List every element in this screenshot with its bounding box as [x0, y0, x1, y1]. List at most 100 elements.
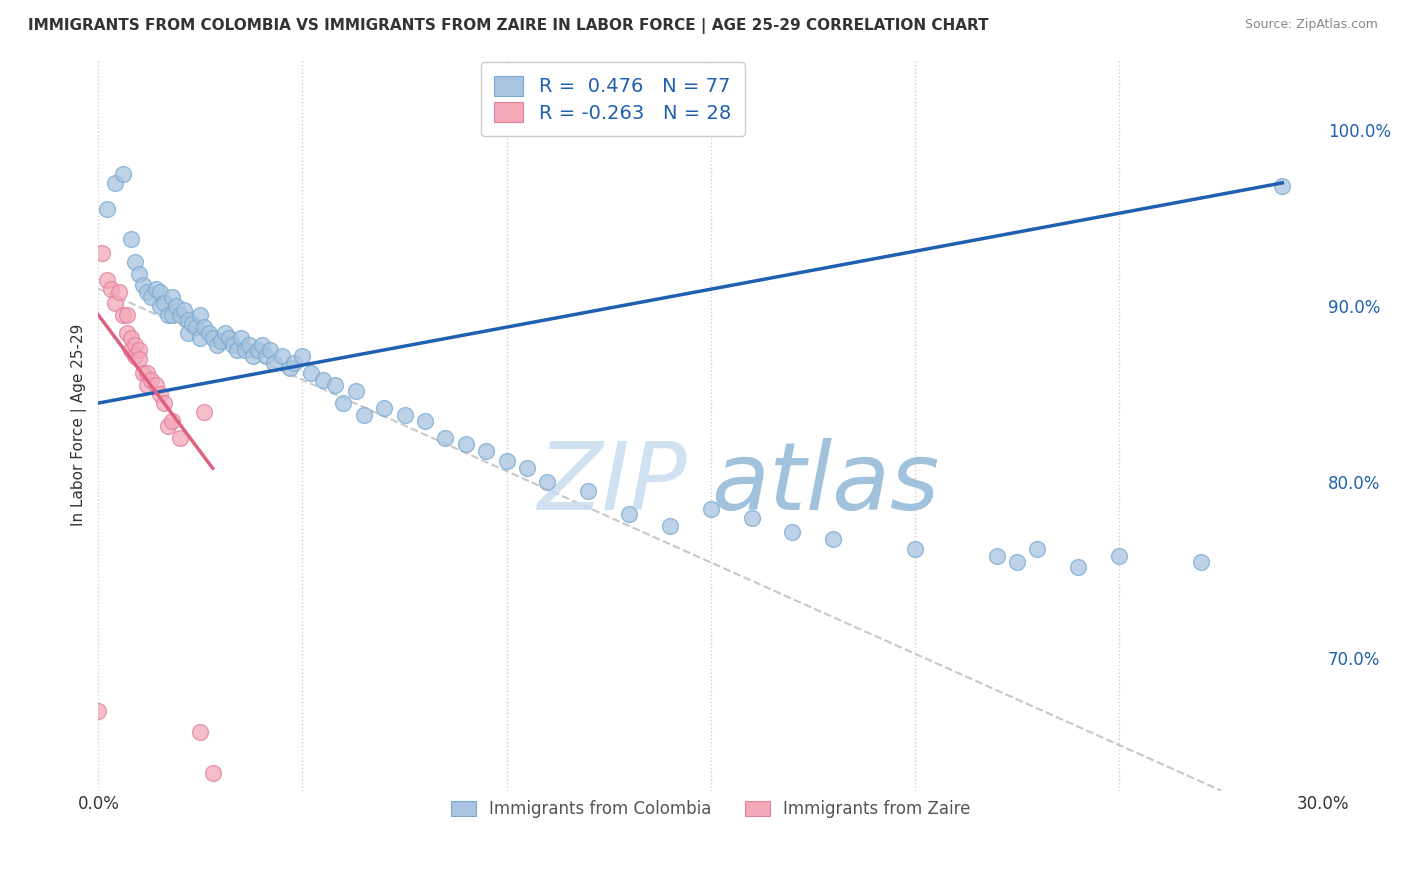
Text: ZIP: ZIP [537, 438, 686, 529]
Point [700, 501, 723, 516]
Point [111, 167, 134, 181]
Point [576, 484, 599, 499]
Legend: Immigrants from Colombia, Immigrants from Zaire: Immigrants from Colombia, Immigrants fro… [443, 791, 979, 826]
Point [156, 419, 179, 434]
Point [291, 349, 314, 363]
Text: atlas: atlas [711, 438, 939, 529]
Point [132, 278, 155, 293]
Point [115, 308, 138, 322]
Point [141, 373, 163, 387]
Point [124, 349, 146, 363]
Point [1189, 555, 1212, 569]
Point [1026, 542, 1049, 557]
Point [271, 349, 294, 363]
Point [233, 343, 256, 358]
Point [120, 331, 142, 345]
Point [242, 349, 264, 363]
Point [1108, 549, 1130, 564]
Point [128, 352, 150, 367]
Point [495, 454, 517, 468]
Point [156, 308, 179, 322]
Point [145, 378, 167, 392]
Point [169, 308, 191, 322]
Point [149, 285, 172, 299]
Point [250, 338, 273, 352]
Point [149, 387, 172, 401]
Point [658, 519, 681, 533]
Point [145, 282, 167, 296]
Point [177, 313, 200, 327]
Point [120, 343, 142, 358]
Point [259, 343, 281, 358]
Point [246, 343, 269, 358]
Point [173, 302, 195, 317]
Point [190, 331, 212, 345]
Point [1005, 555, 1028, 569]
Point [209, 334, 232, 349]
Point [218, 331, 240, 345]
Point [177, 326, 200, 340]
Point [128, 343, 150, 358]
Point [160, 290, 183, 304]
Point [193, 320, 215, 334]
Point [190, 308, 212, 322]
Point [741, 510, 763, 524]
Point [120, 232, 142, 246]
Point [214, 326, 236, 340]
Text: IMMIGRANTS FROM COLOMBIA VS IMMIGRANTS FROM ZAIRE IN LABOR FORCE | AGE 25-29 COR: IMMIGRANTS FROM COLOMBIA VS IMMIGRANTS F… [28, 18, 988, 34]
Point [823, 532, 845, 546]
Point [136, 366, 159, 380]
Point [299, 366, 322, 380]
Point [104, 176, 127, 190]
Point [617, 507, 640, 521]
Point [373, 401, 395, 416]
Point [1271, 179, 1294, 194]
Point [136, 378, 159, 392]
Point [87, 704, 110, 718]
Point [278, 360, 301, 375]
Point [413, 414, 436, 428]
Point [254, 349, 277, 363]
Point [344, 384, 367, 398]
Point [201, 331, 224, 345]
Point [128, 268, 150, 282]
Point [323, 378, 346, 392]
Point [169, 431, 191, 445]
Point [283, 355, 305, 369]
Point [160, 414, 183, 428]
Point [104, 295, 127, 310]
Point [782, 524, 804, 539]
Point [394, 409, 416, 423]
Point [904, 542, 927, 557]
Point [124, 338, 146, 352]
Point [165, 299, 187, 313]
Point [226, 343, 249, 358]
Point [454, 436, 477, 450]
Point [986, 549, 1008, 564]
Point [160, 308, 183, 322]
Point [536, 475, 558, 490]
Point [353, 409, 375, 423]
Point [141, 290, 163, 304]
Point [516, 461, 538, 475]
Point [475, 443, 498, 458]
Point [332, 396, 354, 410]
Point [201, 766, 224, 780]
Point [190, 725, 212, 739]
Point [434, 431, 457, 445]
Text: Source: ZipAtlas.com: Source: ZipAtlas.com [1244, 18, 1378, 31]
Point [312, 373, 335, 387]
Point [186, 320, 208, 334]
Y-axis label: In Labor Force | Age 25-29: In Labor Force | Age 25-29 [72, 324, 87, 526]
Point [238, 338, 260, 352]
Point [222, 338, 245, 352]
Point [132, 366, 155, 380]
Point [205, 338, 228, 352]
Point [1067, 560, 1090, 574]
Point [124, 255, 146, 269]
Point [152, 295, 174, 310]
Point [152, 396, 174, 410]
Point [263, 355, 285, 369]
Point [96, 202, 118, 217]
Point [193, 405, 215, 419]
